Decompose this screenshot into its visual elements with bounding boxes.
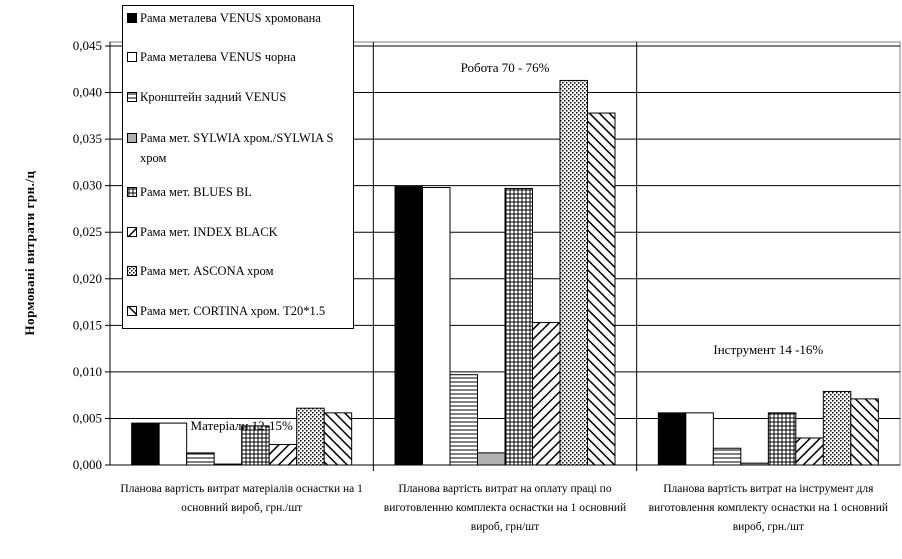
- legend-swatch-icon: [127, 306, 137, 316]
- legend-item: Рама мет. BLUES BL: [127, 182, 353, 202]
- bar: [767, 412, 797, 466]
- bar: [657, 412, 687, 466]
- bar: [241, 425, 270, 466]
- y-tick-label: 0,030: [73, 178, 102, 193]
- legend-swatch-icon: [127, 227, 137, 237]
- bar: [422, 187, 451, 466]
- bar: [394, 186, 423, 466]
- bar: [323, 412, 353, 466]
- bar: [532, 322, 561, 466]
- legend-item: Рама мет. INDEX BLACK: [127, 222, 353, 242]
- bar: [587, 112, 616, 466]
- group-annotation: Робота 70 - 76%: [461, 60, 550, 75]
- legend-label: Рама металева VENUS хромована: [140, 11, 321, 25]
- legend-label: Рама мет. ASCONA хром: [140, 264, 274, 278]
- y-tick-label: 0,005: [73, 410, 102, 425]
- legend-swatch-icon: [127, 13, 137, 23]
- legend-swatch-icon: [127, 52, 137, 62]
- legend-label: Рама металева VENUS чорна: [140, 50, 296, 64]
- y-tick-label: 0,020: [73, 271, 102, 286]
- y-tick-label: 0,010: [73, 364, 102, 379]
- legend-item: Рама мет. CORTINA хром. T20*1.5: [127, 301, 353, 321]
- legend-item: Рама металева VENUS чорна: [127, 47, 353, 67]
- y-axis-label: Нормовані витрати грн./ц: [22, 170, 37, 336]
- bar: [131, 422, 160, 466]
- legend-item: Рама мет. SYLWIA хром./SYLWIA S хром: [127, 128, 353, 168]
- legend-label: Кронштейн задний VENUS: [140, 90, 287, 104]
- bar: [685, 412, 714, 466]
- y-tick-label: 0,035: [73, 131, 102, 146]
- legend-item: Кронштейн задний VENUS: [127, 87, 353, 107]
- legend: Рама металева VENUS хромована Рама метале…: [122, 5, 354, 329]
- legend-swatch-icon: [127, 133, 137, 143]
- x-category-label: Планова вартість витрат матеріалів оснас…: [120, 483, 363, 514]
- legend-swatch-icon: [127, 266, 137, 276]
- group-annotation: Інструмент 14 -16%: [713, 342, 823, 357]
- y-tick-label: 0,045: [73, 38, 102, 53]
- bar: [504, 187, 533, 466]
- legend-swatch-icon: [127, 92, 137, 102]
- y-tick-label: 0,040: [73, 85, 102, 100]
- x-category-label: Планова вартість витрат на інструмент дл…: [648, 483, 889, 533]
- legend-label: Рама мет. INDEX BLACK: [140, 225, 278, 239]
- bar: [822, 390, 852, 466]
- y-tick-label: 0,025: [73, 224, 102, 239]
- bar: [795, 437, 824, 466]
- bar: [477, 452, 506, 466]
- group-annotation: Матеріали 12-15%: [191, 418, 293, 433]
- legend-swatch-icon: [127, 187, 137, 197]
- y-tick-label: 0,000: [73, 457, 102, 472]
- legend-label: Рама мет. BLUES BL: [140, 185, 252, 199]
- legend-label: Рама мет. CORTINA хром. T20*1.5: [140, 304, 326, 318]
- bar: [186, 452, 215, 466]
- x-category-label: Планова вартість витрат на оплату праці …: [383, 483, 627, 533]
- bar: [712, 447, 742, 466]
- legend-item: Рама мет. ASCONA хром: [127, 261, 353, 281]
- bar: [268, 444, 298, 466]
- bar: [158, 422, 188, 466]
- legend-label: Рама мет. SYLWIA хром./SYLWIA S хром: [140, 131, 334, 165]
- bar: [449, 374, 478, 466]
- bar: [296, 407, 325, 466]
- legend-item: Рама металева VENUS хромована: [127, 8, 353, 28]
- bar: [850, 398, 879, 466]
- y-tick-label: 0,015: [73, 317, 102, 332]
- bar: [559, 79, 588, 466]
